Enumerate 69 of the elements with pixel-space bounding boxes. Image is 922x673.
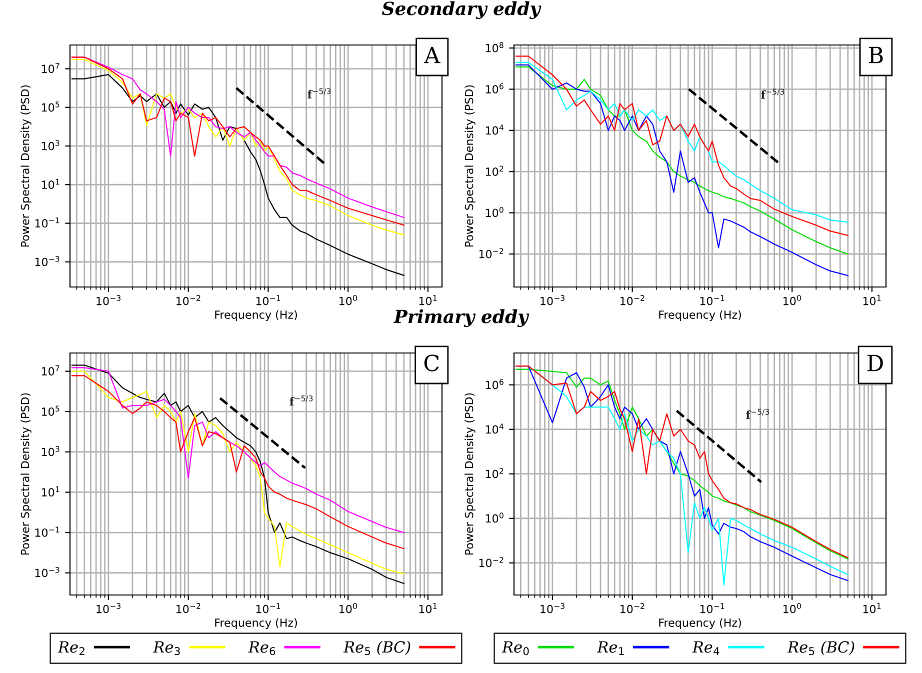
x-tick-label: 10$^{−2}$ bbox=[176, 603, 200, 614]
annotation: f$^{−5/3}$ bbox=[746, 408, 769, 419]
annotation: f$^{−5/3}$ bbox=[290, 395, 313, 406]
x-tick-label: 10$^{−3}$ bbox=[540, 295, 564, 306]
x-tick-label: 10$^{0}$ bbox=[340, 295, 357, 306]
y-tick-label: 10$^{−2}$ bbox=[479, 248, 504, 258]
x-tick-label: 10$^{−1}$ bbox=[700, 603, 724, 614]
y-tick-label: 10$^{2}$ bbox=[486, 468, 504, 478]
annotation: f$^{−5/3}$ bbox=[761, 88, 784, 99]
y-tick-label: 10$^{0}$ bbox=[486, 206, 504, 218]
x-tick-label: 10$^{−1}$ bbox=[700, 295, 724, 306]
y-tick-label: 10$^{5}$ bbox=[42, 406, 60, 416]
x-tick-label: 10$^{−2}$ bbox=[620, 295, 644, 306]
x-tick-label: 10$^{1}$ bbox=[419, 603, 437, 614]
y-tick-label: 10$^{−3}$ bbox=[35, 566, 60, 578]
legend-label: Re$_{5}$ (BC) bbox=[343, 640, 410, 656]
y-tick-label: 10$^{7}$ bbox=[42, 365, 60, 376]
annotation: C bbox=[424, 354, 439, 372]
y-tick-label: 10$^{4}$ bbox=[486, 424, 504, 434]
x-tick-label: 10$^{−2}$ bbox=[620, 603, 644, 614]
annotation: D bbox=[868, 354, 883, 372]
y-axis-title: Power Spectral Density (PSD) bbox=[464, 393, 476, 555]
x-tick-label: 10$^{1}$ bbox=[863, 295, 881, 306]
y-tick-label: 10$^{3}$ bbox=[42, 446, 60, 456]
x-tick-label: 10$^{−1}$ bbox=[256, 295, 280, 306]
legend-label: Re$_{0}$ bbox=[502, 641, 529, 656]
chart-title: Primary eddy bbox=[393, 309, 530, 327]
y-tick-label: 10$^{0}$ bbox=[486, 512, 504, 523]
annotation: B bbox=[869, 46, 883, 64]
y-tick-label: 10$^{−1}$ bbox=[35, 526, 60, 537]
y-tick-label: 10$^{−3}$ bbox=[35, 256, 60, 266]
y-tick-label: 10$^{6}$ bbox=[486, 83, 504, 94]
x-tick-label: 10$^{−3}$ bbox=[540, 603, 564, 614]
legend-label: Re$_{5}$ (BC) bbox=[787, 640, 854, 656]
legend-label: Re$_{1}$ bbox=[596, 641, 624, 656]
x-tick-label: 10$^{0}$ bbox=[340, 603, 357, 614]
x-tick-label: 10$^{1}$ bbox=[863, 603, 881, 614]
legend-label: Re$_{2}$ bbox=[58, 641, 84, 656]
y-tick-label: 10$^{6}$ bbox=[486, 378, 504, 390]
x-axis-title: Frequency (Hz) bbox=[215, 310, 297, 322]
x-axis-title: Frequency (Hz) bbox=[215, 618, 297, 630]
y-tick-label: 10$^{2}$ bbox=[486, 166, 504, 176]
legend-label: Re$_{6}$ bbox=[248, 641, 276, 656]
y-axis-title: Power Spectral Density (PSD) bbox=[464, 85, 476, 247]
y-tick-label: 10$^{−1}$ bbox=[35, 217, 60, 228]
x-axis-title: Frequency (Hz) bbox=[659, 618, 741, 630]
y-axis-title: Power Spectral Density (PSD) bbox=[20, 393, 32, 555]
y-tick-label: 10$^{−2}$ bbox=[479, 556, 504, 568]
annotation: A bbox=[424, 46, 440, 64]
x-tick-label: 10$^{−2}$ bbox=[176, 295, 200, 306]
y-tick-label: 10$^{7}$ bbox=[42, 62, 60, 74]
x-tick-label: 10$^{1}$ bbox=[419, 295, 437, 306]
y-tick-label: 10$^{8}$ bbox=[486, 42, 504, 52]
y-axis-title: Power Spectral Density (PSD) bbox=[20, 85, 32, 247]
y-tick-label: 10$^{1}$ bbox=[42, 178, 60, 189]
x-tick-label: 10$^{−3}$ bbox=[96, 295, 120, 306]
chart-title: Secondary eddy bbox=[382, 1, 542, 19]
legend-label: Re$_{4}$ bbox=[692, 641, 720, 656]
x-tick-label: 10$^{0}$ bbox=[784, 603, 801, 614]
y-tick-label: 10$^{3}$ bbox=[42, 140, 60, 150]
x-tick-label: 10$^{−1}$ bbox=[256, 603, 280, 614]
legend-label: Re$_{3}$ bbox=[152, 641, 180, 656]
y-tick-label: 10$^{5}$ bbox=[42, 102, 60, 112]
annotation: f$^{−5/3}$ bbox=[308, 88, 331, 98]
x-tick-label: 10$^{−3}$ bbox=[96, 603, 120, 614]
x-axis-title: Frequency (Hz) bbox=[659, 310, 741, 322]
y-tick-label: 10$^{4}$ bbox=[486, 124, 504, 135]
x-tick-label: 10$^{0}$ bbox=[784, 295, 801, 306]
y-tick-label: 10$^{1}$ bbox=[42, 486, 60, 497]
